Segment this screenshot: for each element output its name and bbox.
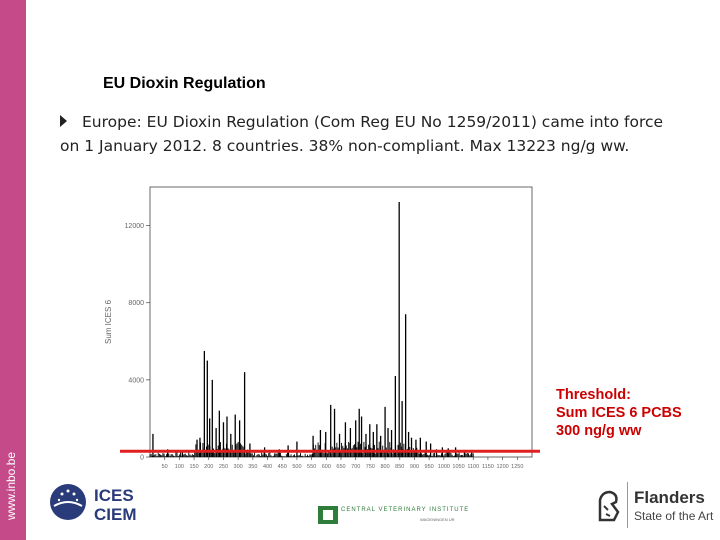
x-tick-label: 250: [219, 464, 228, 470]
x-tick-label: 500: [292, 464, 301, 470]
x-tick-label: 350: [248, 464, 257, 470]
threshold-line-1: Threshold:: [556, 387, 631, 403]
x-tick-label: 700: [351, 464, 360, 470]
x-tick-label: 750: [366, 464, 375, 470]
dioxin-chart: 0 4000 8000 12000 50 100 150 200 250 300 350 400 450…: [104, 186, 540, 470]
threshold-annotation: Threshold: Sum ICES 6 PCBS 300 ng/g ww: [556, 386, 682, 440]
x-tick-label: 1000: [438, 464, 450, 470]
flanders-subtitle: State of the Art: [634, 509, 714, 523]
flanders-lion-icon: [598, 490, 620, 522]
ices-wordmark: ICES CIEM: [94, 486, 137, 524]
flanders-title: Flanders: [634, 488, 705, 507]
x-tick-label: 950: [425, 464, 434, 470]
x-tick-label: 1200: [496, 464, 508, 470]
threshold-line-2: Sum ICES 6 PCBS: [556, 405, 682, 421]
x-tick-label: 1250: [511, 464, 523, 470]
bullet-text: Europe: EU Dioxin Regulation (Com Reg EU…: [60, 113, 664, 155]
cvi-logo-icon: [318, 506, 338, 524]
website-url: www.inbo.be: [4, 451, 18, 520]
y-tick-label: 0: [140, 455, 144, 462]
x-tick-label: 1150: [482, 464, 494, 470]
x-tick-label: 1050: [452, 464, 464, 470]
y-axis-label: Sum ICES 6: [104, 299, 113, 344]
x-tick-label: 100: [175, 464, 184, 470]
x-tick-label: 550: [307, 464, 316, 470]
x-tick-label: 150: [189, 464, 198, 470]
flanders-divider: [627, 482, 628, 528]
ices-line-1: ICES: [94, 486, 134, 505]
bullet-point: Europe: EU Dioxin Regulation (Com Reg EU…: [60, 110, 675, 158]
x-tick-label: 1100: [467, 464, 479, 470]
x-tick-label: 200: [204, 464, 213, 470]
side-bar: [0, 0, 26, 540]
threshold-line-3: 300 ng/g ww: [556, 423, 642, 439]
cvi-name: CENTRAL VETERINARY INSTITUTE: [341, 507, 470, 513]
bullet-arrow-icon: [60, 115, 67, 127]
x-tick-label: 650: [336, 464, 345, 470]
x-tick-label: 50: [162, 464, 168, 470]
cvi-subtitle: WAGENINGEN UR: [420, 517, 455, 522]
x-tick-label: 900: [410, 464, 419, 470]
slide-title: EU Dioxin Regulation: [103, 75, 266, 92]
x-tick-label: 850: [395, 464, 404, 470]
x-tick-label: 600: [322, 464, 331, 470]
x-tick-label: 800: [380, 464, 389, 470]
y-tick-label: 8000: [128, 300, 144, 307]
y-tick-label: 4000: [128, 377, 144, 384]
x-tick-label: 300: [234, 464, 243, 470]
x-tick-label: 450: [278, 464, 287, 470]
ices-line-2: CIEM: [94, 505, 137, 524]
ices-logo-icon: [50, 484, 86, 520]
y-tick-label: 12000: [125, 223, 145, 230]
x-tick-label: 400: [263, 464, 272, 470]
